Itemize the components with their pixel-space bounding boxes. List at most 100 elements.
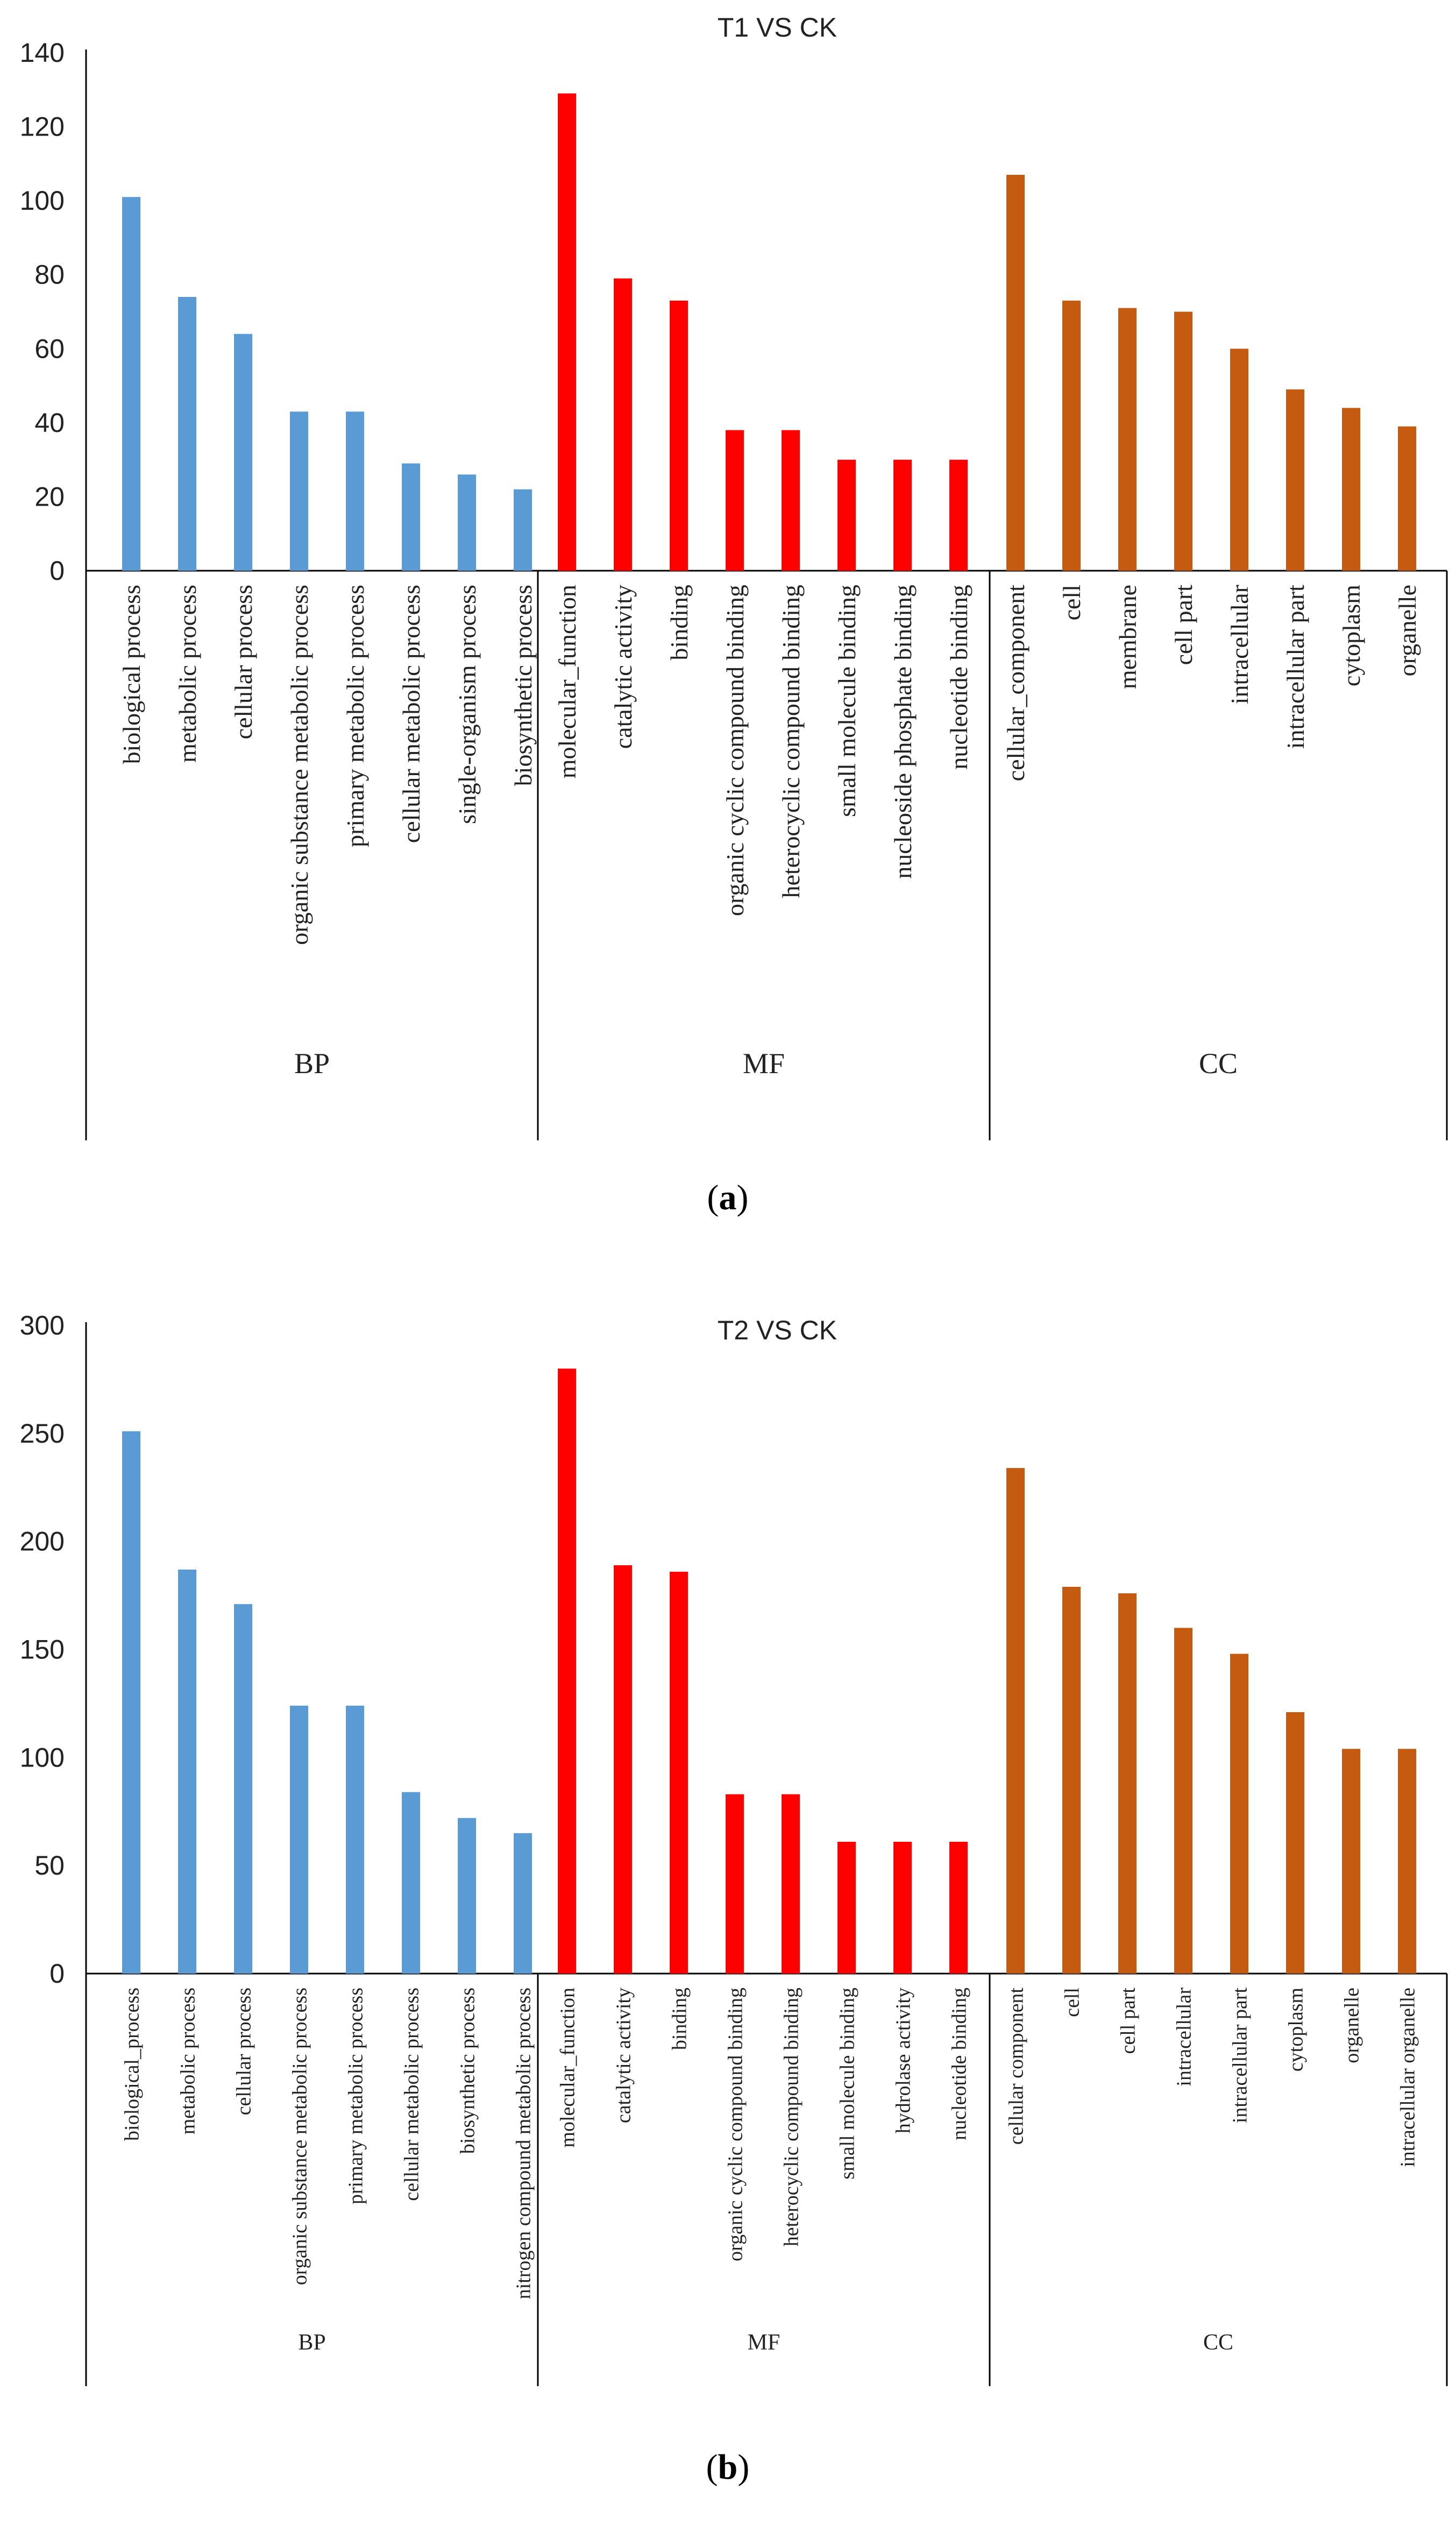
bar — [837, 1841, 856, 1974]
y-tick-label: 250 — [20, 1418, 65, 1449]
x-tick-label: cell — [1058, 585, 1085, 620]
bar — [837, 459, 856, 571]
x-tick-label: catalytic activity — [612, 1988, 635, 2123]
group-label: MF — [748, 2330, 780, 2355]
group-label: CC — [1203, 2330, 1233, 2355]
x-tick-label: intracellular — [1226, 585, 1253, 704]
x-tick-label: cellular_component — [1002, 585, 1029, 782]
x-tick-label: organelle — [1394, 585, 1421, 676]
x-tick-label: cellular process — [230, 585, 257, 739]
panel-label-paren: ( — [707, 1178, 719, 1217]
y-tick-label: 40 — [34, 408, 65, 438]
bar — [726, 1794, 744, 1974]
bar — [558, 1368, 576, 1974]
x-tick-label: metabolic process — [176, 1988, 199, 2134]
x-tick-label: biological process — [118, 585, 145, 764]
group-label: CC — [1199, 1047, 1238, 1080]
bar — [402, 1792, 420, 1974]
y-tick-label: 0 — [49, 556, 65, 586]
x-tick-label: organic substance metabolic process — [286, 585, 313, 945]
x-tick-label: biosynthetic process — [509, 585, 537, 786]
bar — [458, 1818, 476, 1974]
chart-title: T1 VS CK — [718, 12, 837, 42]
bar — [514, 1833, 532, 1974]
x-tick-label: membrane — [1114, 585, 1141, 689]
y-tick-label: 300 — [20, 1310, 65, 1340]
bar — [178, 1569, 196, 1974]
x-tick-label: binding — [668, 1988, 691, 2050]
x-tick-label: organelle — [1340, 1988, 1363, 2063]
bar — [1286, 1712, 1304, 1974]
bar — [1286, 389, 1304, 571]
x-tick-label: cellular process — [232, 1988, 255, 2115]
bar — [558, 93, 576, 571]
x-tick-label: catalytic activity — [609, 585, 637, 749]
x-tick-label: organic cyclic compound binding — [724, 1988, 747, 2261]
x-tick-label: organic substance metabolic process — [288, 1988, 311, 2285]
x-tick-label: intracellular part — [1282, 585, 1309, 749]
x-tick-label: cell — [1061, 1988, 1083, 2017]
bar — [1342, 408, 1360, 571]
y-tick-label: 120 — [20, 112, 65, 142]
bar — [1398, 426, 1416, 571]
bar — [782, 430, 800, 571]
y-tick-label: 150 — [20, 1635, 65, 1665]
bar — [670, 300, 688, 571]
bar — [1342, 1749, 1360, 1974]
x-tick-label: cell part — [1117, 1988, 1139, 2054]
bar — [234, 334, 252, 571]
x-tick-label: intracellular — [1173, 1988, 1195, 2087]
bar — [670, 1571, 688, 1974]
panel-label-letter: a — [719, 1178, 737, 1217]
x-tick-label: metabolic process — [174, 585, 201, 763]
x-tick-label: heterocyclic compound binding — [780, 1988, 802, 2246]
x-tick-label: molecular_function — [553, 585, 581, 778]
bar — [122, 1431, 140, 1974]
x-tick-label: single-organism process — [453, 585, 481, 824]
bar — [1006, 1468, 1025, 1974]
bar — [290, 411, 308, 571]
y-tick-label: 0 — [49, 1959, 65, 1989]
x-tick-label: cytoplasm — [1284, 1988, 1307, 2071]
y-tick-label: 50 — [34, 1850, 65, 1881]
x-tick-label: molecular_function — [556, 1988, 579, 2148]
y-tick-label: 100 — [20, 1742, 65, 1772]
x-tick-label: intracellular part — [1228, 1988, 1251, 2124]
bar — [458, 474, 476, 571]
bar — [1118, 1593, 1137, 1974]
panel-label: (a) — [707, 1178, 749, 1217]
group-label: BP — [298, 2330, 325, 2355]
x-tick-label: cytoplasm — [1338, 585, 1365, 686]
bar — [726, 430, 744, 571]
x-tick-label: cellular component — [1005, 1988, 1027, 2145]
bar — [1230, 1654, 1248, 1974]
x-tick-label: primary metabolic process — [342, 585, 369, 847]
group-label: MF — [743, 1047, 785, 1080]
y-tick-label: 20 — [34, 481, 65, 512]
x-tick-label: primary metabolic process — [344, 1988, 367, 2204]
x-tick-label: nucleotide binding — [948, 1988, 970, 2140]
bar — [402, 463, 420, 571]
bar — [893, 459, 912, 571]
bar — [234, 1604, 252, 1974]
bar — [1230, 349, 1248, 571]
x-tick-label: biological_process — [120, 1988, 143, 2141]
x-tick-label: heterocyclic compound binding — [777, 585, 805, 898]
bar — [122, 197, 140, 571]
bar — [949, 459, 968, 571]
bar — [1006, 174, 1025, 571]
bar — [893, 1841, 912, 1974]
y-tick-label: 80 — [34, 260, 65, 290]
x-tick-label: biosynthetic process — [456, 1988, 479, 2154]
bar — [346, 411, 364, 571]
x-tick-label: binding — [665, 585, 693, 661]
bar — [614, 278, 632, 571]
chart-title: T2 VS CK — [718, 1315, 837, 1345]
bar — [514, 489, 532, 571]
x-tick-label: nitrogen compound metabolic process — [512, 1988, 535, 2299]
y-tick-label: 200 — [20, 1527, 65, 1557]
panel-label: (b) — [706, 2447, 750, 2487]
chart-panel-b: T2 VS CK 0 50 100 150 200 250 300 biological_pro… — [20, 1310, 1448, 2487]
bar — [1062, 300, 1081, 571]
